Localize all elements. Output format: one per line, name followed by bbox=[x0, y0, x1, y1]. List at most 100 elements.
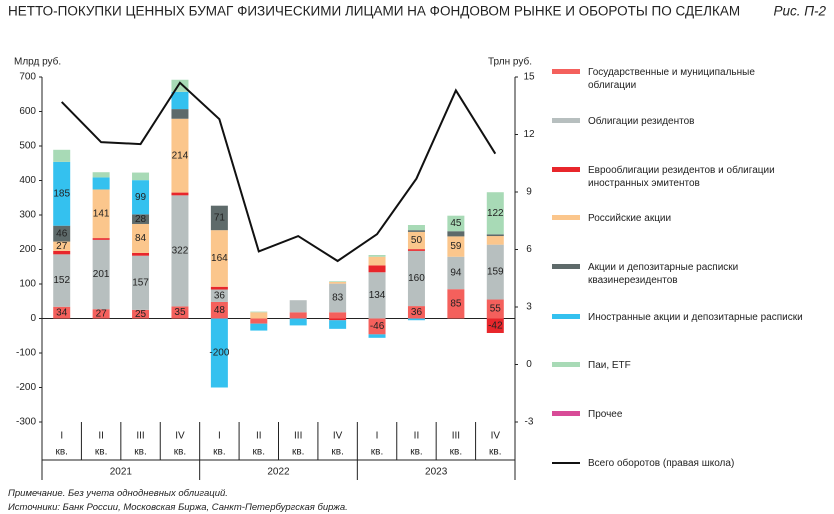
bar-segment bbox=[92, 309, 110, 319]
y2-tick-label: 9 bbox=[526, 187, 532, 198]
bar-segment bbox=[368, 255, 386, 257]
bar-segment bbox=[407, 318, 425, 321]
y-tick-label: 700 bbox=[19, 72, 36, 83]
data-label: 45 bbox=[450, 218, 462, 229]
x-tick-label: IV bbox=[333, 431, 343, 442]
data-label: 99 bbox=[135, 192, 147, 203]
y2-axis-label: Трлн руб. bbox=[488, 56, 532, 68]
bar-segment bbox=[171, 306, 189, 319]
y2-tick-label: 6 bbox=[526, 244, 532, 255]
year-label: 2023 bbox=[425, 467, 448, 478]
data-label: 185 bbox=[53, 188, 70, 199]
data-label: -42 bbox=[488, 320, 503, 331]
legend-item: Всего оборотов (правая школа) bbox=[552, 457, 803, 470]
legend-label: Российские акции bbox=[588, 213, 672, 224]
x-tick-suffix: кв. bbox=[489, 447, 501, 458]
y-tick-label: -200 bbox=[16, 382, 36, 393]
bar-segment bbox=[53, 306, 71, 319]
y-tick-label: 300 bbox=[19, 210, 36, 221]
data-label: 141 bbox=[93, 208, 110, 219]
data-label: 83 bbox=[332, 293, 344, 304]
data-label: 59 bbox=[450, 241, 462, 252]
x-tick-label: I bbox=[376, 431, 379, 442]
bar-segment bbox=[132, 223, 150, 253]
bar-segment bbox=[289, 312, 307, 319]
data-label: 160 bbox=[408, 273, 425, 284]
bar-segment bbox=[486, 192, 504, 235]
bar-segment bbox=[447, 236, 465, 257]
bar-segment bbox=[329, 283, 347, 313]
data-label: 55 bbox=[490, 304, 502, 315]
legend-label: Облигации резидентов bbox=[588, 116, 695, 127]
bar-segment bbox=[447, 256, 465, 290]
y-tick-label: 400 bbox=[19, 175, 36, 186]
bar-segment bbox=[132, 309, 150, 319]
y-tick-label: -300 bbox=[16, 417, 36, 428]
bar-segment bbox=[447, 231, 465, 237]
bar-segment bbox=[250, 323, 268, 331]
data-label: 134 bbox=[369, 290, 386, 301]
x-tick-suffix: кв. bbox=[331, 447, 343, 458]
x-tick-suffix: кв. bbox=[450, 447, 462, 458]
bar-segment bbox=[171, 192, 189, 196]
bar-segment bbox=[53, 250, 71, 255]
legend-item: Облигации резидентов bbox=[552, 115, 803, 128]
bar-segment bbox=[132, 214, 150, 224]
data-label: 36 bbox=[411, 307, 423, 318]
bar-segment bbox=[250, 311, 268, 313]
y2-tick-label: 3 bbox=[526, 302, 532, 313]
legend-label: Паи, ETF bbox=[588, 360, 631, 371]
bar-segment bbox=[486, 236, 504, 245]
legend-label: Еврооблигации резидентов и облигации ино… bbox=[588, 165, 775, 189]
x-tick-label: III bbox=[136, 431, 144, 442]
bar-segment bbox=[171, 118, 189, 193]
bar-segment bbox=[407, 250, 425, 307]
x-tick-suffix: кв. bbox=[95, 447, 107, 458]
y-tick-label: 500 bbox=[19, 141, 36, 152]
legend-item: Иностранные акции и депозитарные расписк… bbox=[552, 311, 803, 324]
y-tick-label: 100 bbox=[19, 279, 36, 290]
legend-swatch bbox=[552, 118, 580, 123]
data-label: 48 bbox=[214, 305, 226, 316]
chart-title: НЕТТО-ПОКУПКИ ЦЕННЫХ БУМАГ ФИЗИЧЕСКИМИ Л… bbox=[8, 4, 740, 19]
legend-item: Еврооблигации резидентов и облигации ино… bbox=[552, 164, 803, 190]
bar-segment bbox=[210, 286, 228, 290]
legend-label: Всего оборотов (правая школа) bbox=[588, 458, 735, 469]
data-label: 84 bbox=[135, 233, 147, 244]
bar-segment bbox=[171, 195, 189, 307]
data-label: 25 bbox=[135, 309, 147, 320]
legend-label: Прочее bbox=[588, 409, 623, 420]
x-tick-label: III bbox=[294, 431, 302, 442]
x-tick-suffix: кв. bbox=[410, 447, 422, 458]
y2-tick-label: -3 bbox=[525, 417, 534, 428]
y-tick-label: 0 bbox=[30, 313, 36, 324]
bar-segment bbox=[132, 172, 150, 181]
y-tick-label: 600 bbox=[19, 106, 36, 117]
bar-segment bbox=[368, 256, 386, 266]
bar-segment bbox=[329, 320, 347, 329]
bar-segment bbox=[329, 318, 347, 321]
legend-swatch bbox=[552, 215, 580, 220]
x-tick-label: I bbox=[60, 431, 63, 442]
x-tick-label: IV bbox=[491, 431, 501, 442]
bar-segment bbox=[289, 318, 307, 326]
bar-segment bbox=[250, 312, 268, 319]
bar-segment bbox=[486, 244, 504, 300]
legend-swatch bbox=[552, 362, 580, 367]
bar-segment bbox=[368, 334, 386, 338]
legend-swatch bbox=[552, 462, 580, 464]
x-tick-suffix: кв. bbox=[253, 447, 265, 458]
data-label: 94 bbox=[450, 268, 462, 279]
legend-swatch bbox=[552, 69, 580, 74]
data-label: 36 bbox=[214, 290, 226, 301]
bar-segment bbox=[53, 254, 71, 307]
bar-segment bbox=[486, 234, 504, 237]
year-label: 2022 bbox=[267, 467, 290, 478]
data-label: 28 bbox=[135, 214, 147, 225]
bar-segment bbox=[329, 312, 347, 319]
data-label: 201 bbox=[93, 269, 110, 280]
note: Источники: Банк России, Московская Биржа… bbox=[8, 502, 348, 513]
bar-segment bbox=[486, 299, 504, 319]
legend-item: Российские акции bbox=[552, 212, 803, 225]
